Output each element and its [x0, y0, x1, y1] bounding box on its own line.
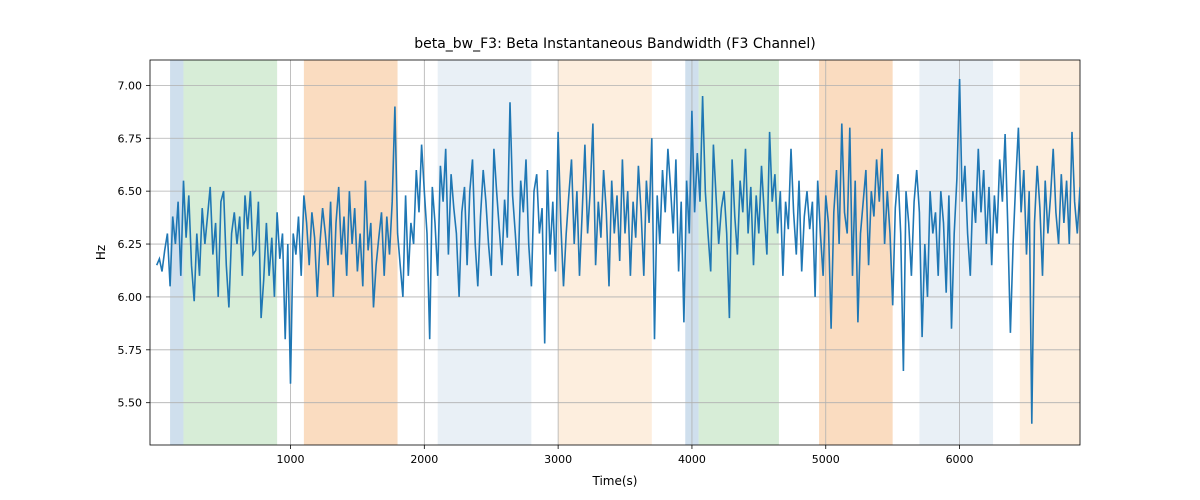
y-tick-label: 5.75 [118, 344, 143, 357]
x-tick-label: 4000 [678, 453, 706, 466]
x-tick-label: 2000 [410, 453, 438, 466]
y-ticks: 5.50 5.75 6.00 6.25 6.50 6.75 7.00 [118, 79, 151, 409]
chart-title: beta_bw_F3: Beta Instantaneous Bandwidth… [414, 36, 816, 52]
x-tick-label: 5000 [812, 453, 840, 466]
background-spans [170, 60, 1080, 445]
y-tick-label: 6.00 [118, 291, 143, 304]
span-region [438, 60, 532, 445]
x-tick-label: 1000 [277, 453, 305, 466]
x-ticks: 1000 2000 3000 4000 5000 6000 [277, 445, 974, 466]
x-tick-label: 6000 [946, 453, 974, 466]
y-tick-label: 7.00 [118, 79, 143, 92]
chart-container: beta_bw_F3: Beta Instantaneous Bandwidth… [0, 0, 1200, 500]
y-tick-label: 5.50 [118, 397, 143, 410]
span-region [1020, 60, 1080, 445]
span-region [919, 60, 993, 445]
span-region [558, 60, 652, 445]
y-tick-label: 6.50 [118, 185, 143, 198]
y-tick-label: 6.75 [118, 132, 143, 145]
x-tick-label: 3000 [544, 453, 572, 466]
y-axis-label: Hz [94, 245, 108, 260]
y-tick-label: 6.25 [118, 238, 143, 251]
x-axis-label: Time(s) [592, 474, 638, 488]
line-chart: beta_bw_F3: Beta Instantaneous Bandwidth… [0, 0, 1200, 500]
